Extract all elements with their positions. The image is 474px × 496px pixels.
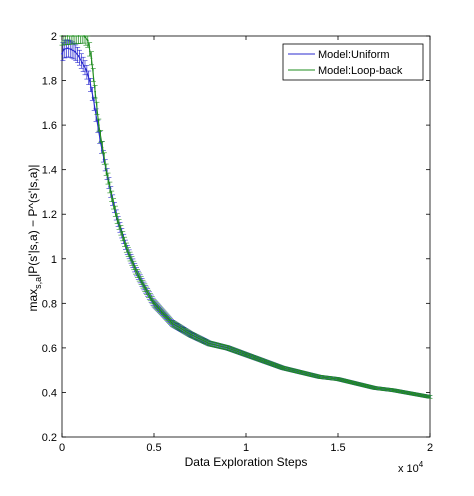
data-point xyxy=(171,322,174,325)
y-tick-label: 1.8 xyxy=(42,76,57,88)
data-point xyxy=(86,39,89,42)
data-point xyxy=(72,35,74,37)
data-point xyxy=(281,367,284,369)
data-point xyxy=(90,57,93,60)
data-point xyxy=(85,68,87,71)
data-point xyxy=(94,90,97,93)
data-point xyxy=(101,146,104,149)
data-point xyxy=(245,353,247,356)
data-point xyxy=(83,35,85,37)
x-tick-label: 1.5 xyxy=(330,442,345,454)
data-point xyxy=(66,47,69,50)
y-axis-label-max: max xyxy=(26,289,40,312)
data-point xyxy=(429,396,431,398)
y-tick-label: 0.2 xyxy=(42,432,57,444)
data-point xyxy=(153,302,155,305)
y-tick-label: 0.4 xyxy=(42,387,57,399)
y-tick-label: 1.6 xyxy=(42,120,57,132)
x-tick-label: 0 xyxy=(59,442,65,454)
x-axis-label: Data Exploration Steps xyxy=(185,455,308,469)
data-point xyxy=(66,35,69,37)
legend: Model:Uniform Model:Loop-back xyxy=(282,43,424,81)
x-axis-exponent-base: x 10 xyxy=(398,463,419,475)
data-point xyxy=(77,35,80,37)
data-point xyxy=(263,360,266,363)
data-point xyxy=(410,392,413,395)
data-point xyxy=(88,79,91,82)
data-point xyxy=(97,124,100,127)
data-point xyxy=(96,119,98,122)
data-point xyxy=(300,371,303,374)
data-point xyxy=(105,168,108,171)
series-line xyxy=(62,35,431,398)
y-axis-label: maxs,a|P(s'|s,a) − P^(s'|s,a)| xyxy=(26,164,43,311)
y-axis-label-expression: |P(s'|s,a) − P^(s'|s,a)| xyxy=(26,164,40,276)
data-point xyxy=(373,387,376,389)
data-point xyxy=(226,346,229,349)
data-point xyxy=(337,378,339,380)
data-point xyxy=(392,389,395,392)
axes-layer: 0 0.5 1 1.5 2 0.2 0.4 0.6 0.8 1 1.2 1.4 1.6 1.8 2 xyxy=(42,31,433,454)
data-point xyxy=(116,217,119,220)
x-tick-label: 1 xyxy=(243,442,249,454)
legend-label-uniform: Model:Uniform xyxy=(318,49,390,61)
legend-label-loop-back: Model:Loop-back xyxy=(318,65,403,77)
y-tick-label: 1.2 xyxy=(42,209,57,221)
data-point xyxy=(143,286,146,289)
data-point xyxy=(208,342,211,345)
data-point xyxy=(110,195,113,198)
data-point xyxy=(77,55,80,57)
legend-box xyxy=(282,43,424,81)
x-tick-label: 2 xyxy=(427,442,433,454)
x-tick-label: 0.5 xyxy=(146,442,161,454)
plot-frame xyxy=(61,35,431,438)
y-tick-label: 0.6 xyxy=(42,343,57,355)
y-tick-label: 0.8 xyxy=(42,298,57,310)
data-point xyxy=(189,333,192,336)
y-tick-label: 1.4 xyxy=(42,165,57,177)
data-point xyxy=(134,269,137,271)
x-axis-exponent-power: 4 xyxy=(419,460,424,469)
plot-area xyxy=(61,35,431,438)
data-point xyxy=(81,61,84,64)
data-point xyxy=(62,48,65,51)
data-point xyxy=(355,382,358,385)
y-axis-label-subscript: s,a xyxy=(33,277,43,289)
data-point xyxy=(73,50,76,53)
data-point xyxy=(70,48,73,51)
y-tick-label: 2 xyxy=(51,31,57,43)
y-tick-label: 1 xyxy=(51,254,57,266)
series-loop-back xyxy=(59,35,433,399)
data-point xyxy=(61,52,63,55)
series-layer xyxy=(59,35,433,399)
data-point xyxy=(125,246,128,249)
x-axis-exponent: x 104 xyxy=(398,460,424,475)
data-point xyxy=(318,375,321,378)
